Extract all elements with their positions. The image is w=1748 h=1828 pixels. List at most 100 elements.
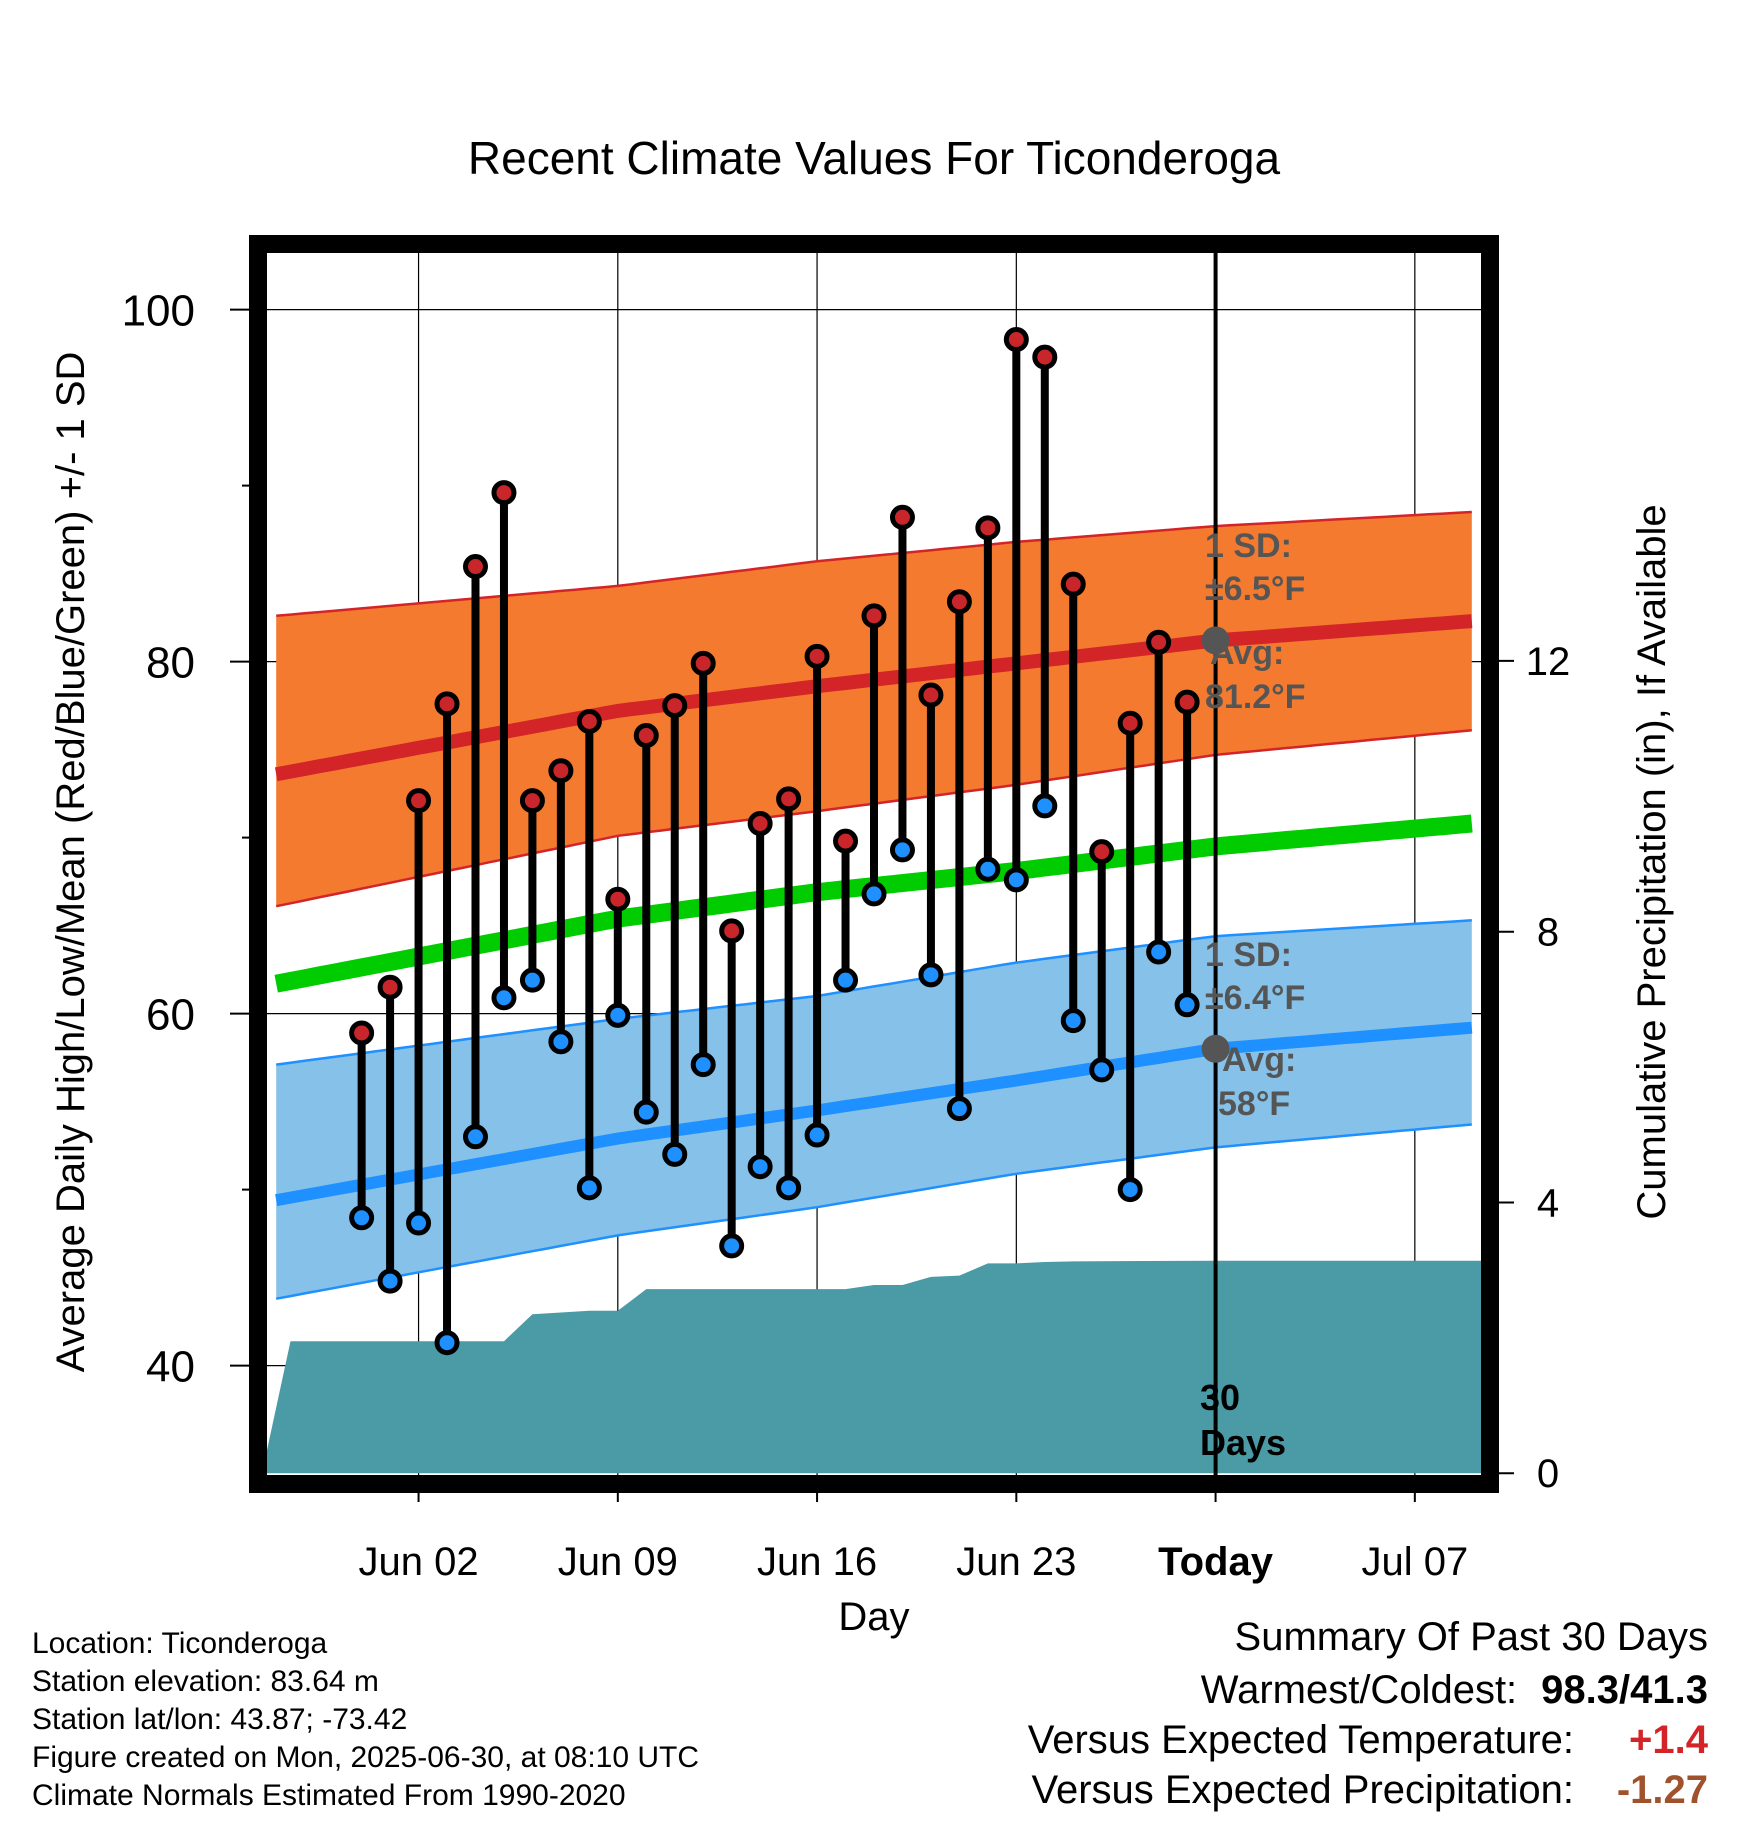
low-point [1117,1177,1143,1203]
low-lower-edge [275,1123,1472,1300]
y2-tick-label: 0 [1537,1452,1559,1496]
footer-elevation: Station elevation: 83.64 m [32,1665,379,1698]
low-point [1146,939,1172,965]
high-point [491,480,517,506]
high-point [1060,571,1086,597]
high-point [434,691,460,717]
low-point [1032,793,1058,819]
high-point [833,828,859,854]
low-point [406,1210,432,1236]
low-point [548,1029,574,1055]
low-point [719,1233,745,1259]
high-point [633,723,659,749]
x-tick-label: Jun 16 [757,1540,877,1584]
summary-temp: Versus Expected Temperature: +1.4 [1028,1718,1708,1763]
summary-precip: Versus Expected Precipitation: -1.27 [1031,1768,1708,1813]
high-point [719,918,745,944]
high-point [662,693,688,719]
today-low-avg-marker [1201,1034,1230,1063]
footer-normals: Climate Normals Estimated From 1990-2020 [32,1779,626,1812]
low-point [918,962,944,988]
high-point [605,886,631,912]
low-point [776,1175,802,1201]
high-point [747,811,773,837]
footer-latlon: Station lat/lon: 43.87; -73.42 [32,1703,408,1736]
low-point [747,1154,773,1180]
low-point [1060,1008,1086,1034]
y2-tick-label: 12 [1526,640,1571,684]
high-point [889,504,915,530]
high-point [377,974,403,1000]
y2-tick-label: 4 [1537,1181,1559,1225]
low-point [349,1205,375,1231]
high-point [576,708,602,734]
low-point [946,1096,972,1122]
low-point [690,1052,716,1078]
high-point [1003,327,1029,353]
plot-frame [249,235,1499,1493]
low-point [833,967,859,993]
high-point [918,682,944,708]
footer-created: Figure created on Mon, 2025-06-30, at 08… [32,1741,700,1774]
y-tick-label: 60 [146,991,195,1040]
summary-warm-cold-value: 98.3/41.3 [1541,1668,1708,1712]
low-sd-label: 1 SD: [1205,936,1292,974]
low-point [889,837,915,863]
days-count-word: Days [1200,1422,1286,1463]
high-point [861,603,887,629]
low-avg-value: 58°F [1218,1085,1290,1123]
summary-temp-value: +1.4 [1629,1718,1708,1762]
low-point [576,1175,602,1201]
y2-tick-label: 8 [1537,911,1559,955]
low-point [1003,867,1029,893]
high-point [548,758,574,784]
summary-heading: Summary Of Past 30 Days [1234,1615,1708,1659]
low-sd-band [276,920,1472,1299]
high-point [776,786,802,812]
annotations: 1 SD: ±6.5°F Avg: 81.2°F 1 SD: ±6.4°F Avg: 58°F… [1200,248,1306,1480]
high-point [406,788,432,814]
y2-axis-label: Cumulative Precipitation (in), If Availa… [1630,504,1674,1219]
high-sd-value: ±6.5°F [1205,570,1305,608]
high-point [462,554,488,580]
high-avg-value: 81.2°F [1205,678,1306,716]
high-point [519,788,545,814]
high-sd-label: 1 SD: [1205,527,1292,565]
high-point [1032,344,1058,370]
y-tick-label: 100 [122,287,195,336]
high-point [1146,629,1172,655]
low-point [491,985,517,1011]
low-point [633,1099,659,1125]
low-point [462,1124,488,1150]
low-point [804,1122,830,1148]
high-point [804,643,830,669]
high-point [349,1020,375,1046]
low-point [519,967,545,993]
low-avg-label: Avg: [1222,1041,1296,1079]
high-point [946,589,972,615]
low-sd-value: ±6.4°F [1205,979,1305,1017]
days-count-number: 30 [1200,1377,1240,1418]
summary-warm-cold-label: Warmest/Coldest: [1200,1668,1518,1712]
daily-range-stems [357,339,1192,1343]
x-tick-label: Jun 02 [359,1540,479,1584]
axes: 40 60 80 100 0 4 8 12 Jun 02 Jun 09 Jun 16 Jun 23 To… [122,287,1571,1584]
low-point [662,1141,688,1167]
y-tick-label: 80 [146,639,195,688]
high-avg-label: Avg: [1210,634,1284,672]
low-normal-line [275,1021,1473,1207]
low-point [377,1268,403,1294]
summary-warm-cold: Warmest/Coldest: 98.3/41.3 [1201,1668,1708,1713]
low-point [605,1002,631,1028]
footer-location: Location: Ticonderoga [32,1627,328,1660]
high-point [1117,710,1143,736]
low-point [434,1330,460,1356]
x-tick-label: Today [1158,1540,1274,1584]
high-point [975,515,1001,541]
x-tick-label: Jun 09 [558,1540,678,1584]
summary-precip-value: -1.27 [1616,1768,1708,1812]
summary-precip-label: Versus Expected Precipitation: [1031,1768,1574,1812]
summary-temp-label: Versus Expected Temperature: [1027,1718,1574,1762]
high-point [690,650,716,676]
